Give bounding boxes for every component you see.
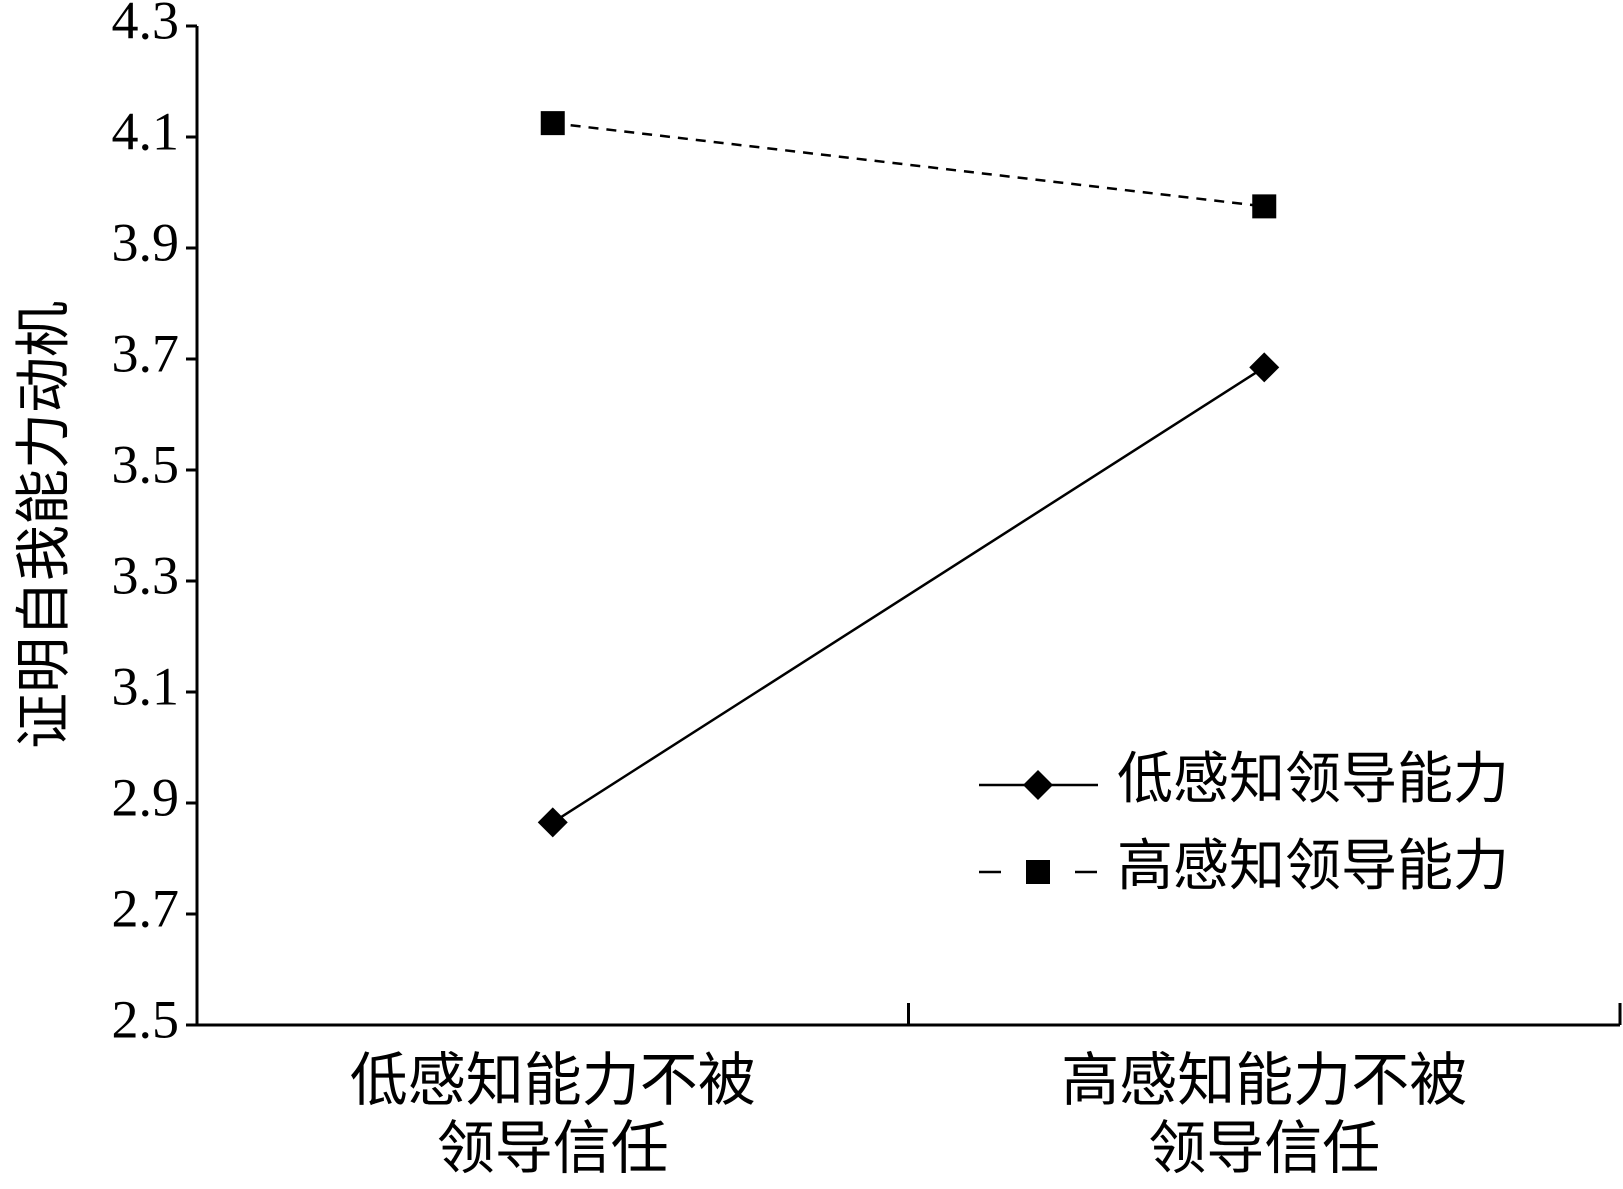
y-tick-label: 4.1 [112,101,180,161]
legend-label: 低感知领导能力 [1117,749,1509,811]
y-tick-label: 2.9 [112,767,180,827]
series-line [552,366,1265,824]
y-tick-label: 2.7 [112,878,180,938]
series-line [552,121,1265,208]
data-point [1249,352,1280,383]
x-tick-label: 高感知能力不被 领导信任 [1061,1048,1468,1181]
y-tick-label: 3.9 [112,212,180,272]
y-axis-title: 证明自我能力动机 [14,301,76,749]
data-point [540,111,565,136]
y-tick-label: 4.3 [112,0,180,50]
legend-marker [1023,770,1053,800]
y-tick-label: 3.5 [112,434,180,494]
x-tick-label: 低感知能力不被 领导信任 [349,1048,756,1181]
data-point [537,807,568,838]
legend-marker [1026,860,1050,884]
y-tick-label: 3.1 [112,656,180,716]
y-tick-label: 2.5 [112,989,180,1049]
data-point [1252,194,1277,219]
y-tick-label: 3.7 [112,323,180,383]
legend-label: 高感知领导能力 [1117,836,1509,898]
y-tick-label: 3.3 [112,545,180,605]
